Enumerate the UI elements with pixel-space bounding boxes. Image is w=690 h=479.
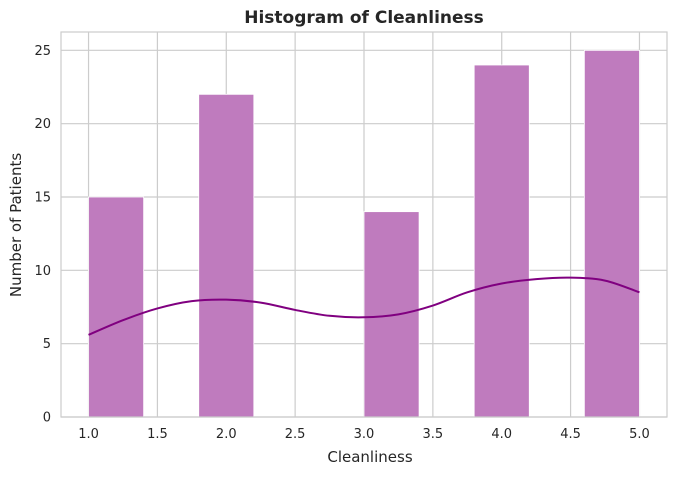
histogram-bar — [473, 64, 530, 418]
axes-frame — [60, 31, 668, 418]
x-tick-label: 1.0 — [78, 427, 99, 442]
x-tick-label: 2.5 — [285, 427, 306, 442]
x-tick-label: 4.5 — [560, 427, 581, 442]
chart-title: Histogram of Cleanliness — [244, 8, 484, 28]
histogram-bar — [88, 196, 145, 418]
kde-curve-group — [88, 276, 640, 336]
x-tick-labels: 1.0 1.5 2.0 2.5 3.0 3.5 4.0 4.5 5.0 — [78, 427, 650, 442]
y-axis-label: Number of Patients — [7, 153, 25, 297]
y-tick-label: 15 — [34, 191, 51, 206]
y-tick-label: 20 — [34, 117, 51, 132]
y-tick-labels: 0 5 10 15 20 25 — [34, 44, 51, 426]
kde-curve — [88, 276, 640, 336]
x-tick-label: 5.0 — [629, 427, 650, 442]
y-tick-label: 25 — [34, 44, 51, 59]
histogram-bar — [363, 211, 420, 418]
y-tick-label: 10 — [34, 264, 51, 279]
y-tick-label: 5 — [43, 337, 51, 352]
histogram-bar — [198, 93, 255, 418]
x-tick-label: 3.5 — [423, 427, 444, 442]
x-tick-label: 1.5 — [147, 427, 168, 442]
x-axis-label: Cleanliness — [327, 448, 412, 466]
x-tick-label: 3.0 — [354, 427, 375, 442]
x-tick-label: 4.0 — [491, 427, 512, 442]
histogram-bars — [88, 49, 640, 418]
histogram-bar — [583, 49, 640, 418]
y-tick-label: 0 — [43, 411, 51, 426]
x-tick-label: 2.0 — [216, 427, 237, 442]
